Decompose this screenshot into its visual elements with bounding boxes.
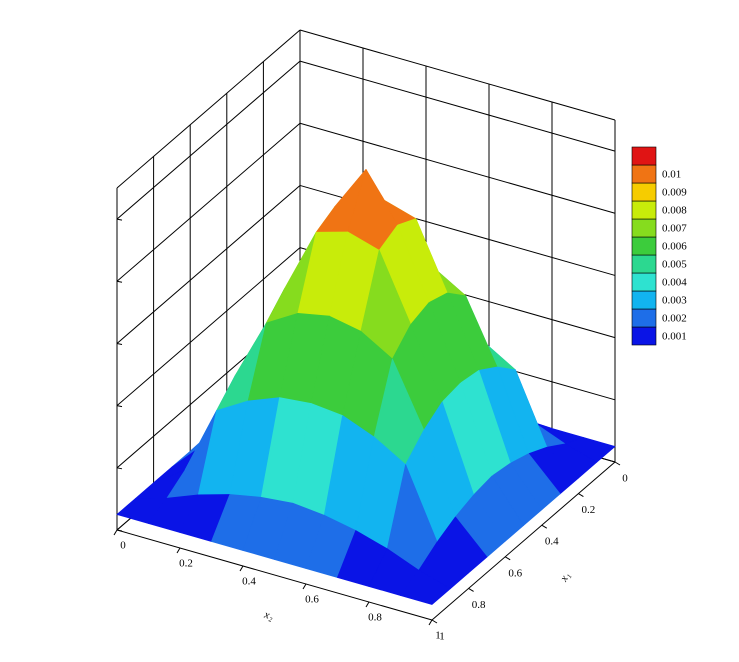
colorbar-swatch <box>631 200 657 220</box>
grid-line <box>116 185 301 344</box>
colorbar-swatch <box>631 290 657 310</box>
y-tick-label: 0 <box>622 473 628 485</box>
colorbar-swatch <box>631 182 657 202</box>
colorbar-label: 0.009 <box>662 187 687 199</box>
x-tick-mark <box>428 619 433 626</box>
z-tick-mark <box>116 218 123 221</box>
colorbar-swatch <box>631 218 657 238</box>
colorbar-swatch <box>631 272 657 292</box>
x-tick-label: 0.2 <box>179 558 193 570</box>
x-tick-mark <box>176 547 181 554</box>
z-tick-mark <box>116 405 123 408</box>
x-tick-label: 0 <box>120 540 126 552</box>
x-tick-label: 1 <box>435 630 441 642</box>
colorbar-label: 0.002 <box>662 313 687 325</box>
y-tick-label: 0.4 <box>545 536 559 548</box>
colorbar-label: 0.006 <box>662 241 687 253</box>
y-axis-title: x₁ <box>557 570 572 585</box>
x-tick-mark <box>302 583 307 590</box>
x-tick-label: 0.6 <box>305 594 319 606</box>
x-tick-mark <box>365 601 370 608</box>
y-tick-label: 0.2 <box>582 504 596 516</box>
x-tick-label: 0.8 <box>368 612 382 624</box>
grid-line <box>116 122 301 282</box>
colorbar-label: 0.007 <box>662 223 687 235</box>
y-tick-mark <box>541 524 548 529</box>
grid-line <box>116 247 301 407</box>
axis-line <box>431 461 616 621</box>
colorbar-swatch <box>631 236 657 256</box>
colorbar-swatch <box>631 308 657 328</box>
colorbar-label: 0.004 <box>662 277 687 289</box>
y-tick-mark <box>614 461 621 466</box>
y-tick-mark <box>578 493 584 498</box>
y-tick-label: 0.6 <box>508 567 522 579</box>
x-tick-mark <box>113 529 118 536</box>
colorbar-label: 0.003 <box>662 295 687 307</box>
colorbar-swatch <box>631 146 657 166</box>
surface-facet <box>400 569 451 605</box>
x-tick-mark <box>239 565 244 572</box>
colorbar-swatch <box>631 254 657 274</box>
colorbar-label: 0.008 <box>662 205 687 217</box>
grid-line <box>116 60 301 220</box>
y-tick-mark <box>468 587 474 592</box>
grid-line <box>299 122 616 214</box>
colorbar-label: 0.005 <box>662 259 687 271</box>
y-tick-mark <box>504 556 511 561</box>
z-tick-mark <box>116 467 123 470</box>
colorbar-label: 0.001 <box>662 331 687 343</box>
axis-line <box>116 529 433 621</box>
axis-edge <box>299 29 616 121</box>
colorbar-swatch <box>631 326 657 346</box>
z-tick-mark <box>116 280 123 283</box>
x-axis-title: x₂ <box>262 609 275 623</box>
axis-edge <box>116 29 301 189</box>
z-tick-mark <box>116 342 123 345</box>
grid-line <box>299 60 616 152</box>
x-tick-label: 0.4 <box>242 576 256 588</box>
y-tick-mark <box>431 619 438 624</box>
colorbar-label: 0.01 <box>662 169 681 181</box>
y-tick-label: 1 <box>439 631 445 643</box>
colorbar-swatch <box>631 164 657 184</box>
y-tick-label: 0.8 <box>472 599 486 611</box>
